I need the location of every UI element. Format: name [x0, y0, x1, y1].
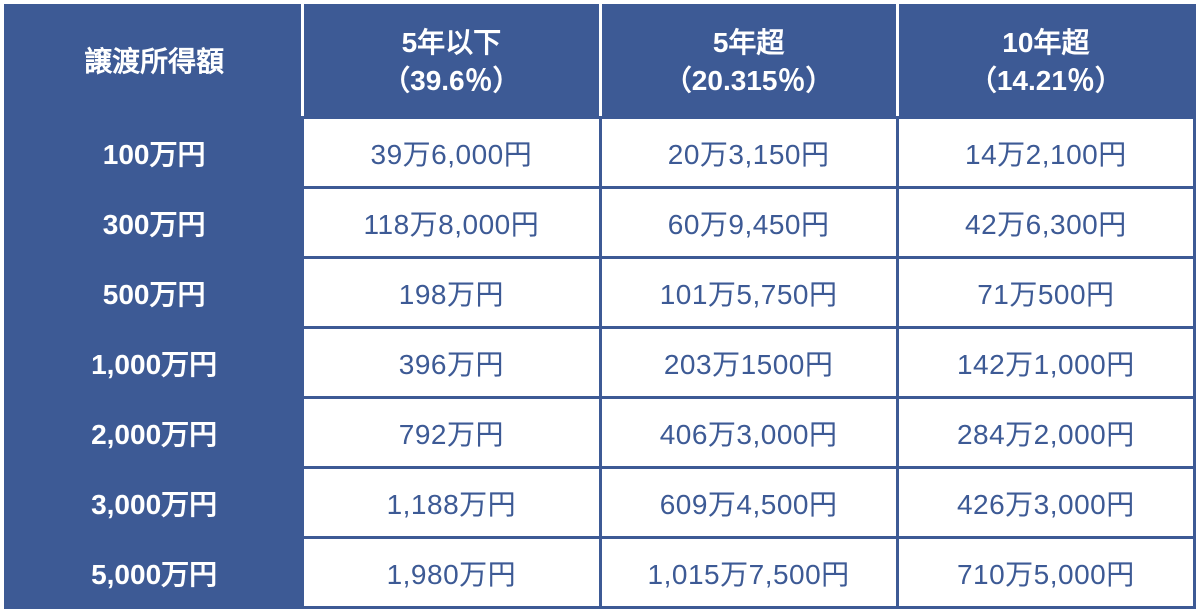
col-header-line2: （14.21％）	[899, 62, 1193, 100]
cell: 396万円	[303, 328, 600, 398]
cell: 406万3,000円	[600, 398, 897, 468]
cell: 118万8,000円	[303, 188, 600, 258]
table-row: 500万円 198万円 101万5,750円 71万500円	[6, 258, 1195, 328]
col-header-5yr-under: 5年以下 （39.6％）	[303, 6, 600, 118]
cell: 284万2,000円	[897, 398, 1194, 468]
cell: 142万1,000円	[897, 328, 1194, 398]
cell: 792万円	[303, 398, 600, 468]
cell: 60万9,450円	[600, 188, 897, 258]
row-label: 2,000万円	[6, 398, 303, 468]
row-label: 300万円	[6, 188, 303, 258]
col-header-line2: （20.315％）	[602, 62, 896, 100]
cell: 426万3,000円	[897, 468, 1194, 538]
cell: 101万5,750円	[600, 258, 897, 328]
table-row: 300万円 118万8,000円 60万9,450円 42万6,300円	[6, 188, 1195, 258]
row-label: 3,000万円	[6, 468, 303, 538]
table-row: 1,000万円 396万円 203万1500円 142万1,000円	[6, 328, 1195, 398]
col-header-line1: 10年超	[899, 24, 1193, 62]
table-header-row: 譲渡所得額 5年以下 （39.6％） 5年超 （20.315％） 10年超 （1…	[6, 6, 1195, 118]
table-row: 3,000万円 1,188万円 609万4,500円 426万3,000円	[6, 468, 1195, 538]
col-header-10yr-over: 10年超 （14.21％）	[897, 6, 1194, 118]
table-row: 100万円 39万6,000円 20万3,150円 14万2,100円	[6, 118, 1195, 188]
cell: 1,188万円	[303, 468, 600, 538]
col-header-line1: 5年超	[602, 24, 896, 62]
table-row: 2,000万円 792万円 406万3,000円 284万2,000円	[6, 398, 1195, 468]
cell: 609万4,500円	[600, 468, 897, 538]
cell: 20万3,150円	[600, 118, 897, 188]
cell: 198万円	[303, 258, 600, 328]
col-header-line1: 5年以下	[304, 24, 598, 62]
cell: 1,015万7,500円	[600, 538, 897, 608]
row-header-title: 譲渡所得額	[6, 6, 303, 118]
row-label: 1,000万円	[6, 328, 303, 398]
cell: 39万6,000円	[303, 118, 600, 188]
col-header-line2: （39.6％）	[304, 62, 598, 100]
cell: 42万6,300円	[897, 188, 1194, 258]
col-header-5yr-over: 5年超 （20.315％）	[600, 6, 897, 118]
row-label: 500万円	[6, 258, 303, 328]
cell: 203万1500円	[600, 328, 897, 398]
tax-rate-table: 譲渡所得額 5年以下 （39.6％） 5年超 （20.315％） 10年超 （1…	[4, 4, 1196, 609]
cell: 710万5,000円	[897, 538, 1194, 608]
row-label: 5,000万円	[6, 538, 303, 608]
table-row: 5,000万円 1,980万円 1,015万7,500円 710万5,000円	[6, 538, 1195, 608]
cell: 14万2,100円	[897, 118, 1194, 188]
row-label: 100万円	[6, 118, 303, 188]
cell: 1,980万円	[303, 538, 600, 608]
cell: 71万500円	[897, 258, 1194, 328]
